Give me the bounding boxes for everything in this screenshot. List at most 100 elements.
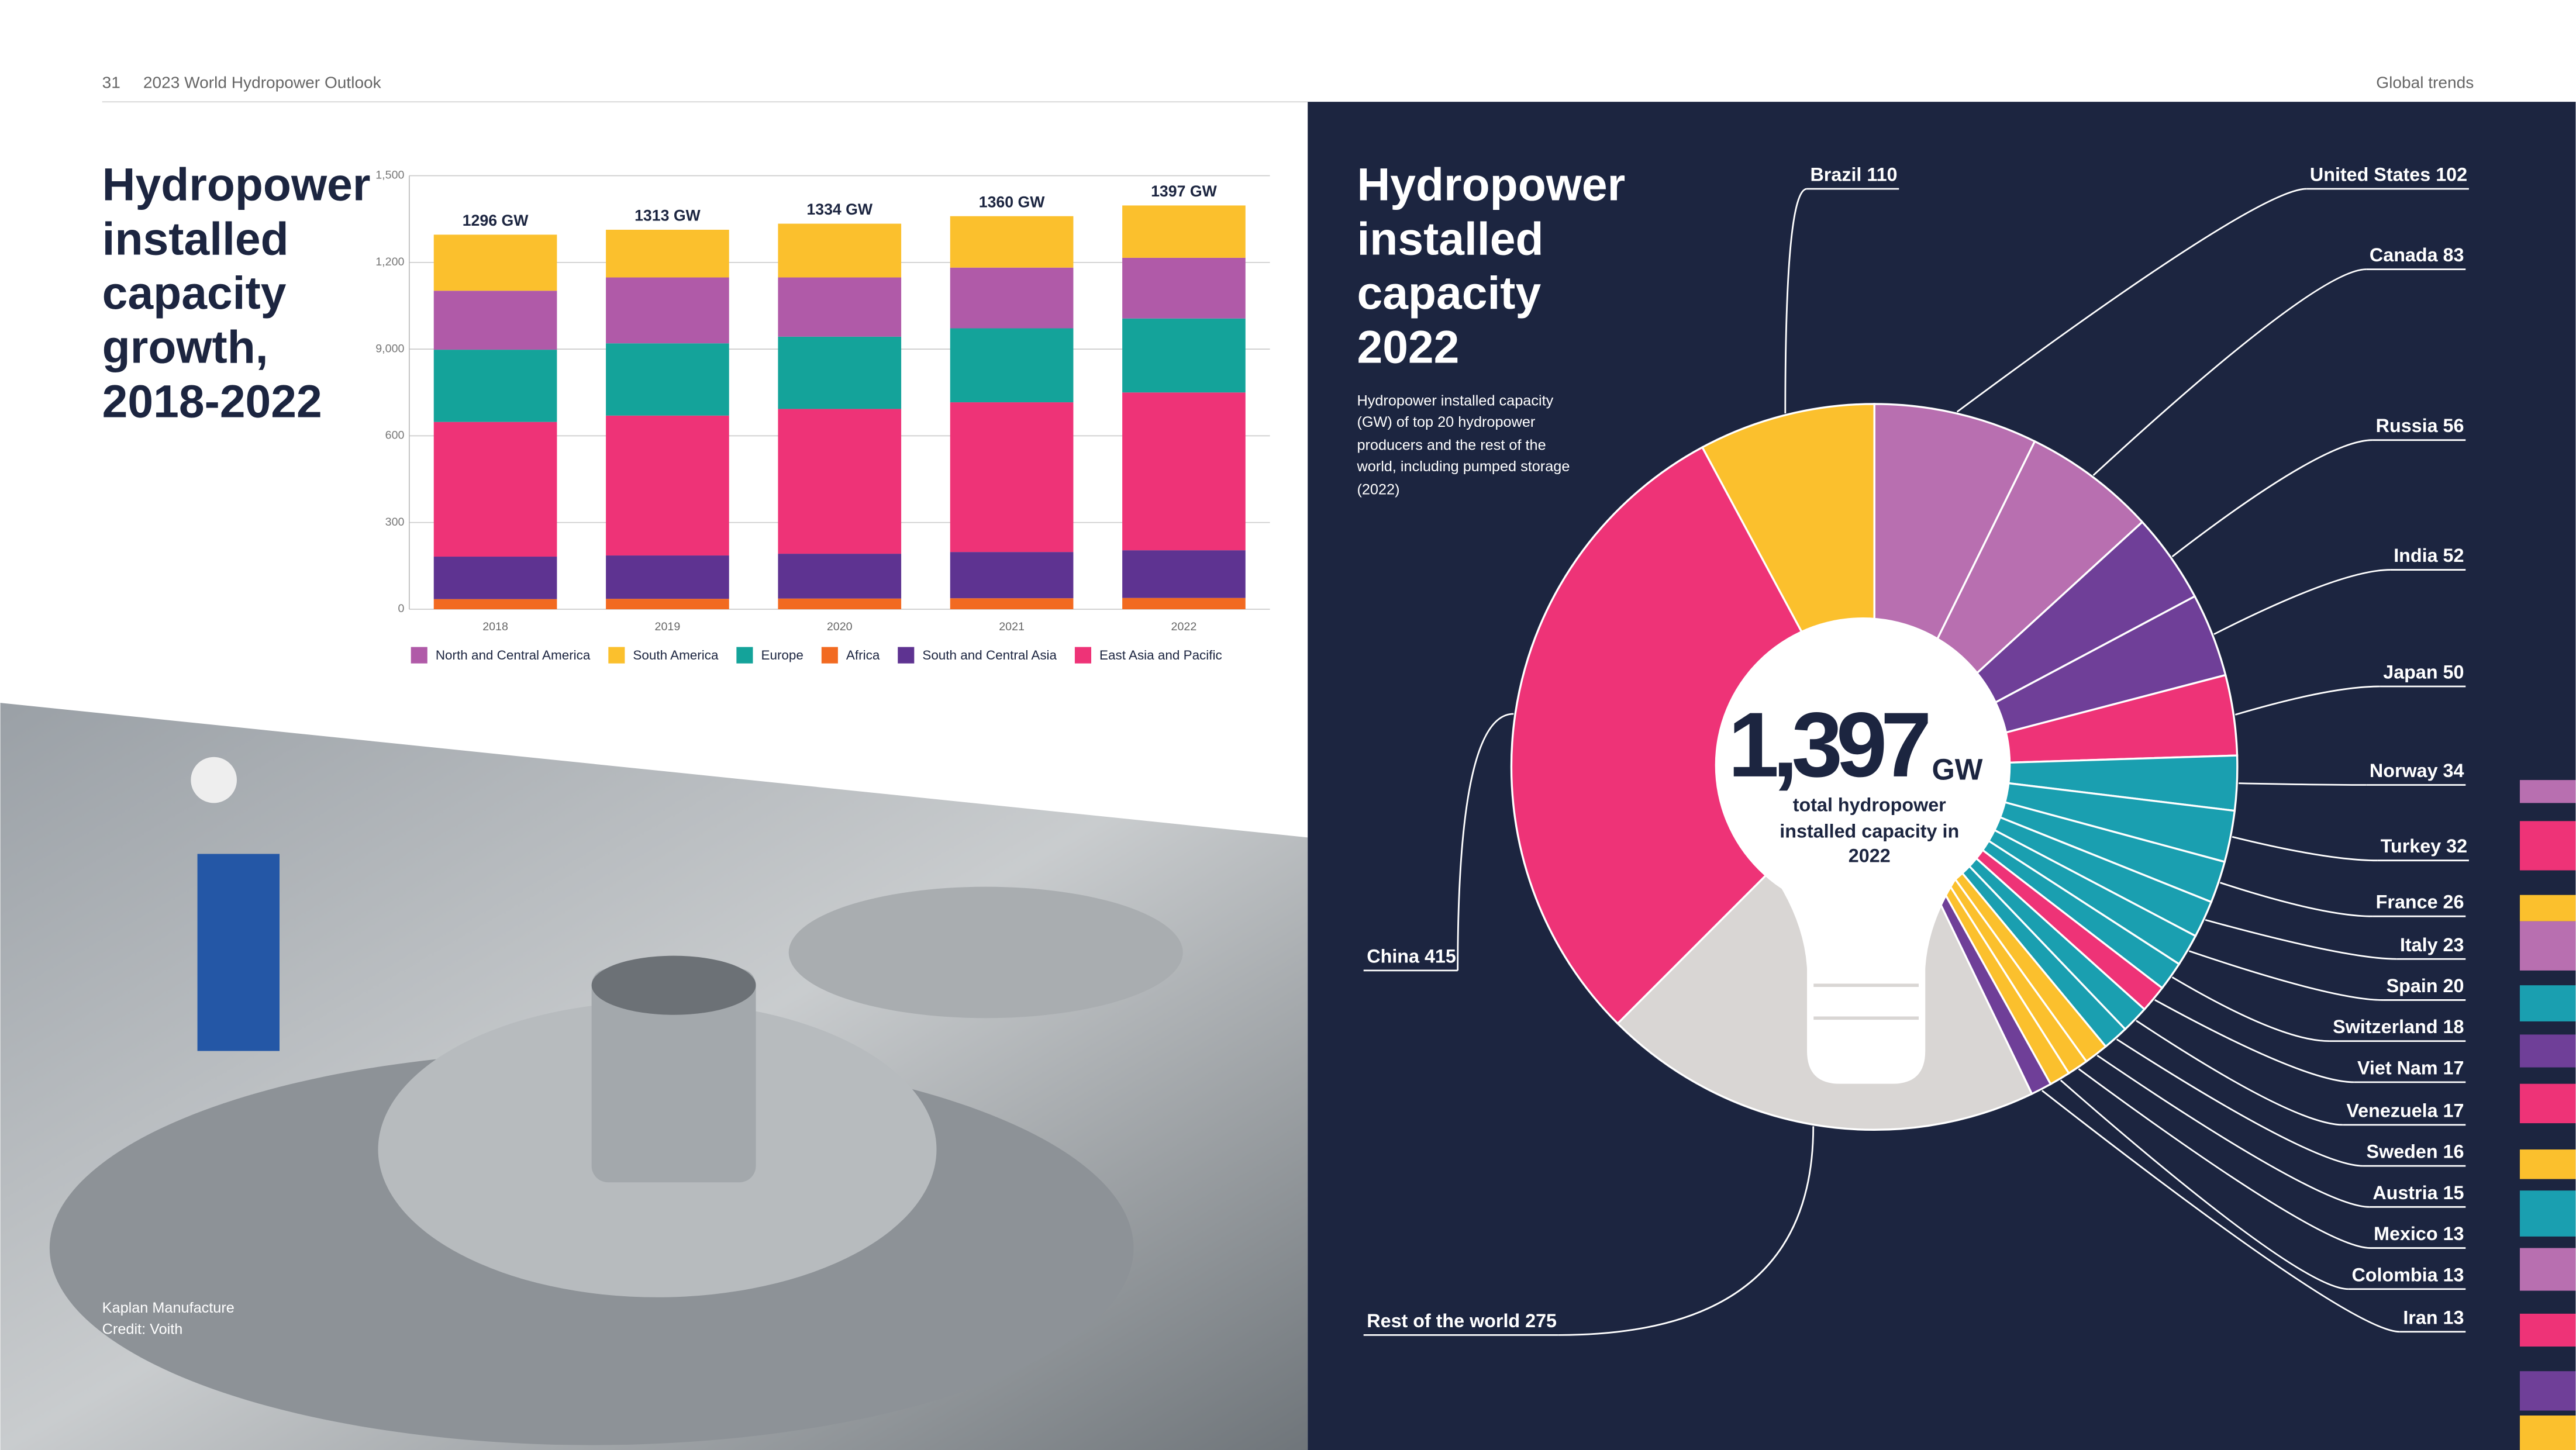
bar-segment [950,216,1074,268]
center-text: total hydropower installed capacity in 2… [1780,796,1960,867]
total-label: 1360 GW [979,193,1045,210]
bar-segment [778,554,902,599]
slice-value: 32 [2446,836,2467,857]
slice-value: 50 [2443,661,2464,682]
bar-segment [950,552,1074,599]
total-label: 1334 GW [806,201,873,218]
legend-label: East Asia and Pacific [1099,648,1222,662]
legend-label: Africa [846,648,880,662]
slice-value: 52 [2443,545,2464,566]
strip-block [2519,1034,2576,1068]
slice-value: 26 [2443,891,2464,912]
strip-block [2519,1416,2576,1450]
y-tick-label: 1,500 [375,169,404,182]
slice-name: Venezuela [2346,1100,2438,1121]
strip-block [2519,1371,2576,1411]
y-tick-label: 300 [385,516,405,529]
total-label: 1397 GW [1151,182,1217,200]
bar-segment [778,336,902,409]
bar-chart: 0 300 600 9,000 1,200 1,500 2018 1296 GW 2019 131… [375,169,1270,664]
section: Global trends [2376,74,2474,92]
slice-name: United States [2310,164,2430,185]
leader-line [2092,268,2367,477]
slice-value: 15 [2443,1182,2464,1203]
slice-value: 13 [2443,1223,2464,1244]
slice-name: Rest of the world [1367,1310,1520,1331]
slice-label: Mexico 13 [2374,1223,2464,1244]
legend-swatch [898,647,915,664]
slice-label: Canada 83 [2370,244,2464,265]
photo-caption: Kaplan Manufacture [102,1300,235,1316]
slice-value: 18 [2443,1016,2464,1037]
strip-block [2519,1149,2576,1179]
bar-segment [778,409,902,554]
slice-name: France [2376,891,2438,912]
bar-segment [1122,257,1246,319]
legend-swatch [608,647,625,664]
strip-block [2519,895,2576,921]
total-label: 1313 GW [634,207,701,225]
legend-swatch [736,647,753,664]
slice-value: 13 [2443,1307,2464,1328]
strip-block [2519,921,2576,971]
slice-value: 20 [2443,975,2464,996]
bulb [1715,617,2011,913]
x-tick-label: 2021 [999,620,1025,633]
pie-chart-title: Hydropower installed capacity 2022 [1357,159,1626,373]
slice-label: Sweden 16 [2367,1141,2464,1162]
slice-value: 34 [2443,760,2464,781]
slice-label: Spain 20 [2387,975,2464,996]
slice-name: Switzerland [2333,1016,2437,1037]
leader-line [2060,1079,2349,1290]
slice-name: Viet Nam [2357,1057,2438,1078]
slice-label: Italy 23 [2400,934,2464,955]
slice-name: Colombia [2351,1264,2438,1285]
slice-value: 56 [2443,415,2464,436]
x-tick-label: 2018 [482,620,508,633]
bar-segment [433,599,557,609]
slice-label: Japan 50 [2383,661,2464,682]
slice-label: Iran 13 [2403,1307,2464,1328]
leader-line [2188,950,2384,1001]
strip-block [2519,1190,2576,1237]
x-tick-label: 2020 [827,620,853,633]
leader-line [1558,1126,1815,1336]
slice-value: 17 [2443,1057,2464,1078]
bar-segment [433,291,557,350]
bar-segment [433,557,557,599]
leader-line [2234,685,2380,716]
bar-segment [1122,205,1246,258]
slice-name: Norway [2370,760,2438,781]
slice-label: India 52 [2394,545,2464,566]
y-tick-label: 600 [385,429,405,442]
slice-label: Turkey 32 [2381,836,2467,857]
x-tick-label: 2022 [1171,620,1197,633]
bar-segment [950,267,1074,329]
slice-name: Spain [2387,975,2438,996]
legend-label: North and Central America [436,648,591,662]
bar-segment [1122,392,1246,551]
pie-chart-subtitle: Hydropower installed capacity (GW) of to… [1357,392,1570,497]
legend-label: Europe [761,648,803,662]
photo-shape [788,886,1183,1019]
publication: 2023 World Hydropower Outlook [143,74,382,92]
leader-line [2078,1068,2371,1249]
leader-line [2232,836,2378,862]
slice-value: 275 [1525,1310,1557,1331]
leader-line [2116,1038,2363,1167]
total-label: 1296 GW [463,212,529,229]
bar-segment [950,328,1074,403]
bar-segment [606,277,729,344]
bar-segment [433,422,557,557]
slice-name: Russia [2376,415,2439,436]
slice-value: 13 [2443,1264,2464,1285]
leader-line [2205,919,2397,960]
pie-slice [1510,446,1876,1025]
photo-shape [591,955,756,1015]
slice-name: China [1367,945,1420,966]
bar-segment [606,555,729,599]
slice-label: Viet Nam 17 [2357,1057,2464,1078]
strip-block [2519,821,2576,871]
leader-line [2171,976,2330,1042]
